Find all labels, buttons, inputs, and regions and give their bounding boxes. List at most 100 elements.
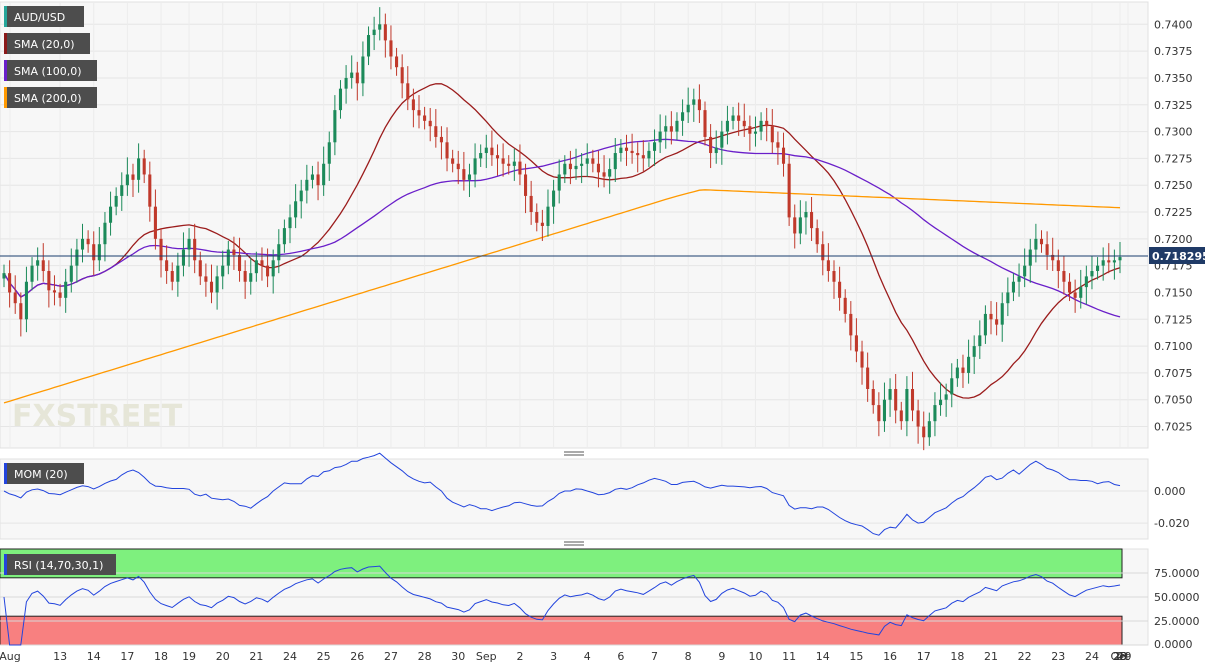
candle-body [731,115,735,121]
candle-body [1045,244,1049,255]
candle-body [47,271,51,291]
candle-body [810,212,814,229]
candle-body [456,163,460,170]
rsi-legend[interactable]: RSI (14,70,30,1) [4,554,116,575]
candle-body [524,174,528,196]
candle-body [1028,249,1032,266]
legend-label-sma20: SMA (20,0) [14,38,75,51]
candle-body [882,399,887,422]
candle-body [97,244,101,261]
x-tick-label: 11 [782,650,796,663]
candle-body [383,24,387,41]
candle-body [922,426,926,438]
candle-body [591,158,595,164]
candle-body [75,249,79,266]
candle-body [125,174,129,186]
candle-body [378,24,382,30]
legend-item-sma20[interactable]: SMA (20,0) [4,33,90,54]
candle-body [1067,281,1072,293]
candle-body [80,238,85,250]
candle-body [995,319,999,325]
last-price-badge: 0.718295 [1149,247,1210,264]
candle-body [781,147,786,164]
rsi-y-tick-label: 25.0000 [1154,615,1200,628]
candle-body [1096,265,1100,272]
candle-body [467,174,472,180]
x-tick-label: 24 [283,650,297,663]
candle-body [237,254,242,272]
candle-body [826,260,830,272]
candle-body [271,260,275,277]
x-tick-label: Aug [0,650,21,663]
candle-body [439,136,443,143]
candle-body [596,163,600,173]
candle-body [1084,276,1088,288]
mom-y-tick-label: 0.000 [1154,485,1186,498]
candle-body [479,153,483,159]
x-tick-label: Sep [476,650,497,663]
candle-body [804,212,808,218]
candle-body [338,88,343,111]
candle-body [563,163,567,175]
candle-body [243,271,247,282]
candle-body [725,120,729,132]
legend-item-sma100[interactable]: SMA (100,0) [4,60,97,81]
rsi-y-tick-label: 0.0000 [1154,638,1193,651]
candle-body [624,147,629,151]
x-tick-label: 25 [1113,650,1127,663]
candle-body [490,147,494,156]
candle-body [933,405,937,422]
candle-body [1051,254,1055,261]
candle-body [652,142,657,151]
candle-body [64,281,68,298]
candle-body [389,40,393,57]
candle-body [686,104,690,113]
candle-body [1107,260,1111,263]
legend-item-sma200[interactable]: SMA (200,0) [4,87,97,108]
x-tick-label: 16 [883,650,897,663]
sma-20-line [3,83,1121,399]
candle-body [411,99,415,111]
candle-body [854,335,858,352]
candle-body [344,77,348,89]
candle-body [417,110,421,116]
x-tick-label: 3 [550,650,557,663]
candle-body [692,99,696,105]
legend: AUD/USD SMA (20,0) SMA (100,0) SMA (200,… [4,6,97,108]
candle-body [697,99,701,111]
candle-body [798,217,802,234]
candle-body [658,131,662,143]
legend-item-price[interactable]: AUD/USD [4,6,84,27]
candle-body [552,190,556,207]
candle-body [894,389,898,411]
candle-body [1023,265,1027,277]
candle-body [153,206,157,239]
candle-body [428,120,432,127]
candle-body [585,158,589,164]
pane-splitter-1[interactable] [564,451,584,456]
y-tick-label: 0.7150 [1154,286,1193,299]
candle-body [165,260,169,272]
candle-body [299,190,303,202]
x-tick-label: 17 [917,650,931,663]
candle-body [451,158,455,164]
mom-legend[interactable]: MOM (20) [4,463,84,484]
candle-body [142,158,146,175]
candle-body [776,142,780,148]
x-tick-label: 25 [317,650,331,663]
candle-body [793,217,797,234]
x-tick-label: 2 [516,650,523,663]
mom-pane [0,458,1149,540]
candle-body [557,174,561,191]
candle-body [787,163,791,218]
y-tick-label: 0.7400 [1154,18,1193,31]
candle-body [19,303,23,320]
candle-body [512,161,516,166]
x-tick-label: 9 [718,650,725,663]
candle-body [613,153,617,170]
candle-body [1034,238,1038,250]
y-tick-label: 0.7025 [1154,421,1193,434]
x-tick-label: 28 [1113,650,1127,663]
candle-body [765,120,769,127]
pane-splitter-2[interactable] [564,541,584,546]
